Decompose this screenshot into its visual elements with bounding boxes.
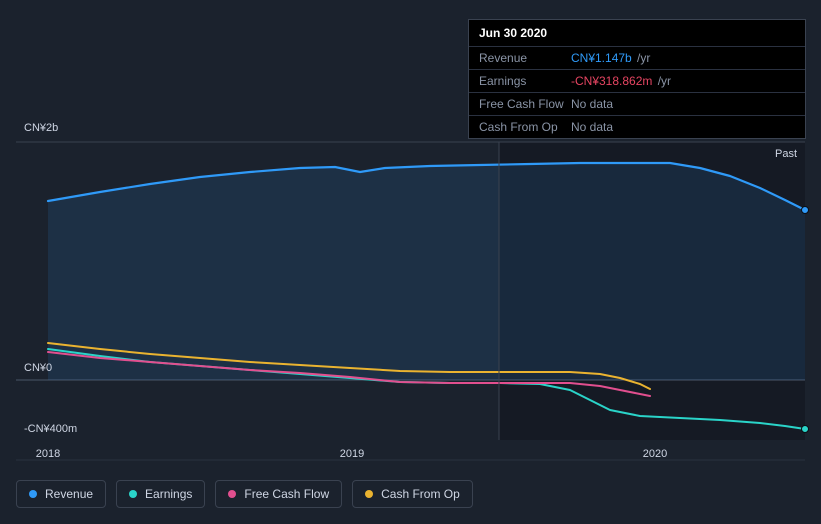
- x-axis-label: 2020: [643, 448, 667, 460]
- tooltip-row: Cash From OpNo data: [469, 116, 805, 138]
- tooltip-row-label: Revenue: [479, 51, 571, 65]
- legend-label: Earnings: [145, 487, 192, 501]
- legend-item-free-cash-flow[interactable]: Free Cash Flow: [215, 480, 342, 508]
- legend-label: Cash From Op: [381, 487, 460, 501]
- tooltip-row-label: Free Cash Flow: [479, 97, 571, 111]
- tooltip-row-label: Cash From Op: [479, 120, 571, 134]
- legend-dot: [129, 490, 137, 498]
- tooltip-date: Jun 30 2020: [469, 20, 805, 47]
- x-axis-label: 2018: [36, 448, 60, 460]
- legend-dot: [365, 490, 373, 498]
- x-axis-label: 2019: [340, 448, 364, 460]
- y-axis-label: CN¥2b: [24, 122, 58, 134]
- tooltip-row-value: -CN¥318.862m /yr: [571, 74, 795, 88]
- y-axis-label: CN¥0: [24, 362, 52, 374]
- series-area-revenue: [48, 163, 805, 380]
- legend-item-revenue[interactable]: Revenue: [16, 480, 106, 508]
- legend-item-earnings[interactable]: Earnings: [116, 480, 205, 508]
- tooltip-row-unit: /yr: [654, 74, 671, 88]
- legend-dot: [228, 490, 236, 498]
- legend: Revenue Earnings Free Cash Flow Cash From O…: [16, 480, 473, 508]
- series-end-marker: [802, 207, 809, 214]
- tooltip-row: RevenueCN¥1.147b /yr: [469, 47, 805, 70]
- tooltip-row-label: Earnings: [479, 74, 571, 88]
- tooltip-row-value: No data: [571, 120, 795, 134]
- tooltip-rows: RevenueCN¥1.147b /yrEarnings-CN¥318.862m…: [469, 47, 805, 138]
- tooltip-row: Earnings-CN¥318.862m /yr: [469, 70, 805, 93]
- tooltip-row-value: CN¥1.147b /yr: [571, 51, 795, 65]
- series-end-marker: [802, 426, 809, 433]
- tooltip-row-unit: /yr: [634, 51, 651, 65]
- legend-item-cash-from-op[interactable]: Cash From Op: [352, 480, 473, 508]
- tooltip-row-value: No data: [571, 97, 795, 111]
- chart-tooltip: Jun 30 2020 RevenueCN¥1.147b /yrEarnings…: [468, 19, 806, 139]
- legend-label: Revenue: [45, 487, 93, 501]
- legend-label: Free Cash Flow: [244, 487, 329, 501]
- y-axis-label: -CN¥400m: [24, 423, 77, 435]
- tooltip-row: Free Cash FlowNo data: [469, 93, 805, 116]
- past-label: Past: [775, 148, 797, 160]
- legend-dot: [29, 490, 37, 498]
